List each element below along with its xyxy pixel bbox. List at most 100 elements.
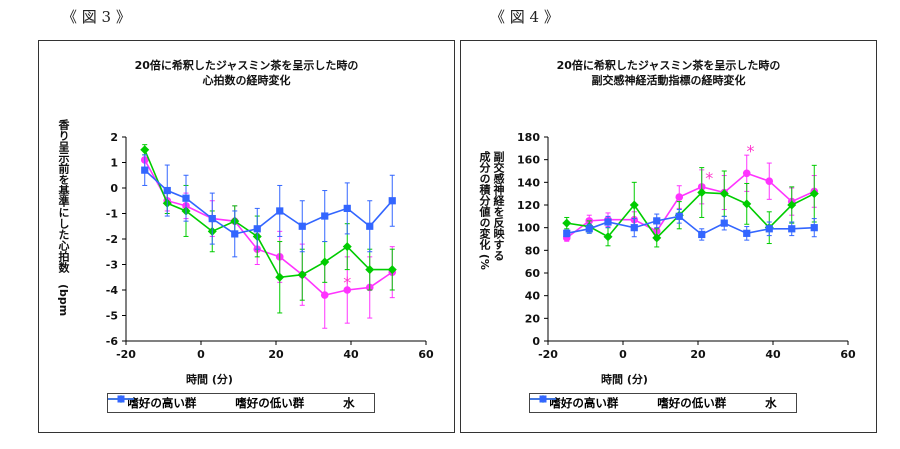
data-point-water	[698, 230, 706, 239]
data-point-low	[742, 199, 752, 209]
data-point-water	[208, 215, 216, 223]
legend-label-water: 水	[765, 396, 777, 410]
y-tick-label: 1	[110, 157, 118, 170]
y-tick-label: -5	[106, 310, 118, 323]
x-tick-label: 40	[343, 348, 359, 361]
legend-marker-water	[108, 395, 134, 403]
data-point-low	[387, 265, 397, 275]
data-point-water	[182, 194, 190, 202]
x-tick-label: -20	[538, 348, 558, 361]
data-point-high	[343, 286, 352, 294]
chart-panel-heart-rate: 20倍に希釈したジャスミン茶を呈示した時の 心拍数の経時変化 香り呈示前を基準に…	[38, 40, 455, 433]
data-point-low	[809, 189, 819, 199]
data-point-low	[652, 233, 662, 243]
data-point-water	[788, 225, 796, 233]
x-tick-label: 20	[268, 348, 284, 361]
series-line-low	[144, 149, 393, 279]
chart-title-line2: 心拍数の経時変化	[202, 74, 291, 87]
chart-panel-parasympathetic: 20倍に希釈したジャスミン茶を呈示した時の 副交感神経活動指標の経時変化 副交感…	[460, 40, 877, 433]
data-point-low	[787, 200, 797, 210]
y-tick-label: 80	[525, 244, 541, 257]
legend-label-high: 嗜好の高い群	[127, 396, 197, 410]
y-tick-label: 160	[517, 154, 540, 167]
significance-star: *	[747, 141, 755, 160]
data-point-low	[320, 257, 330, 267]
chart-title-line1: 20倍に希釈したジャスミン茶を呈示した時の	[134, 59, 359, 72]
data-point-water	[298, 222, 306, 230]
data-point-water	[765, 225, 773, 233]
legend-item-low: 嗜好の低い群	[530, 395, 727, 411]
data-point-low	[603, 232, 613, 242]
legend-label-high: 嗜好の高い群	[549, 396, 619, 410]
x-tick-label: 40	[765, 348, 781, 361]
y-tick-label: 100	[517, 222, 540, 235]
x-tick-label: 0	[197, 348, 205, 361]
y-axis-label: 副交感神経を反映する 成分の積分値の変化 (%	[478, 151, 505, 270]
y-tick-label: -6	[106, 335, 119, 348]
data-point-low	[297, 270, 307, 280]
legend-label-water: 水	[343, 396, 355, 410]
data-point-water	[253, 225, 261, 233]
data-point-low	[140, 145, 150, 155]
data-point-water	[276, 207, 284, 215]
figure-4-label: 《 図 4 》	[490, 8, 559, 26]
data-point-water	[810, 224, 818, 232]
data-point-water	[743, 229, 751, 237]
y-tick-label: 0	[532, 335, 540, 348]
data-point-water	[388, 197, 396, 205]
y-tick-label: 180	[517, 131, 540, 144]
y-tick-label: 60	[525, 267, 541, 280]
y-tick-label: 40	[525, 290, 541, 303]
y-tick-label: 140	[517, 176, 540, 189]
data-point-low	[562, 218, 572, 228]
y-axis-label: 香り呈示前を基準にした心拍数 (bpm	[57, 119, 70, 317]
chart-title-line2: 副交感神経活動指標の経時変化	[591, 74, 746, 87]
data-point-high	[320, 291, 329, 299]
series-line-high	[144, 159, 393, 296]
data-point-high	[765, 177, 774, 185]
data-point-water	[231, 230, 239, 238]
data-point-low	[365, 265, 375, 275]
data-point-low	[697, 188, 707, 198]
series-line-water	[144, 169, 393, 235]
data-point-water	[653, 217, 661, 225]
data-point-water	[163, 186, 171, 195]
y-tick-label: 20	[525, 312, 541, 325]
data-point-water	[675, 212, 683, 220]
data-point-water	[585, 225, 593, 233]
chart-legend: 嗜好の高い群 嗜好の低い群 水	[529, 393, 797, 413]
data-point-water	[141, 166, 149, 174]
data-point-low	[719, 189, 729, 199]
legend-marker-water	[530, 395, 556, 403]
y-tick-label: 0	[110, 182, 118, 195]
legend-item-high: 嗜好の高い群	[108, 395, 197, 411]
x-axis-label: 時間 (分)	[601, 373, 648, 386]
data-point-low	[629, 200, 639, 210]
x-tick-label: 60	[418, 348, 434, 361]
x-tick-label: 60	[840, 348, 856, 361]
data-point-low	[342, 242, 352, 252]
chart-plot-heart-rate: -6 -5 -4 -3 -2 -1 0 1 2 -20 0 20 40 60 *	[106, 131, 434, 361]
y-tick-label: -4	[106, 284, 119, 297]
legend-item-low: 嗜好の低い群	[108, 395, 305, 411]
chart-title-line1: 20倍に希釈したジャスミン茶を呈示した時の	[556, 59, 781, 72]
data-point-high	[742, 169, 751, 178]
significance-star: *	[343, 273, 351, 292]
data-point-low	[275, 272, 285, 282]
legend-item-water: 水	[108, 395, 355, 411]
data-point-water	[343, 204, 351, 212]
legend-label-low: 嗜好の低い群	[235, 396, 305, 410]
series-line-low	[566, 191, 815, 240]
figure-3-label: 《 図 3 》	[62, 8, 131, 26]
legend-item-high: 嗜好の高い群	[530, 395, 619, 411]
y-tick-label: 120	[517, 199, 540, 212]
data-point-water	[630, 224, 638, 232]
legend-label-low: 嗜好の低い群	[657, 396, 727, 410]
x-tick-label: 20	[690, 348, 706, 361]
data-point-water	[366, 222, 374, 230]
x-tick-label: 0	[619, 348, 627, 361]
y-tick-label: 2	[110, 131, 118, 144]
data-point-water	[563, 229, 571, 237]
y-tick-label: -1	[106, 208, 118, 221]
